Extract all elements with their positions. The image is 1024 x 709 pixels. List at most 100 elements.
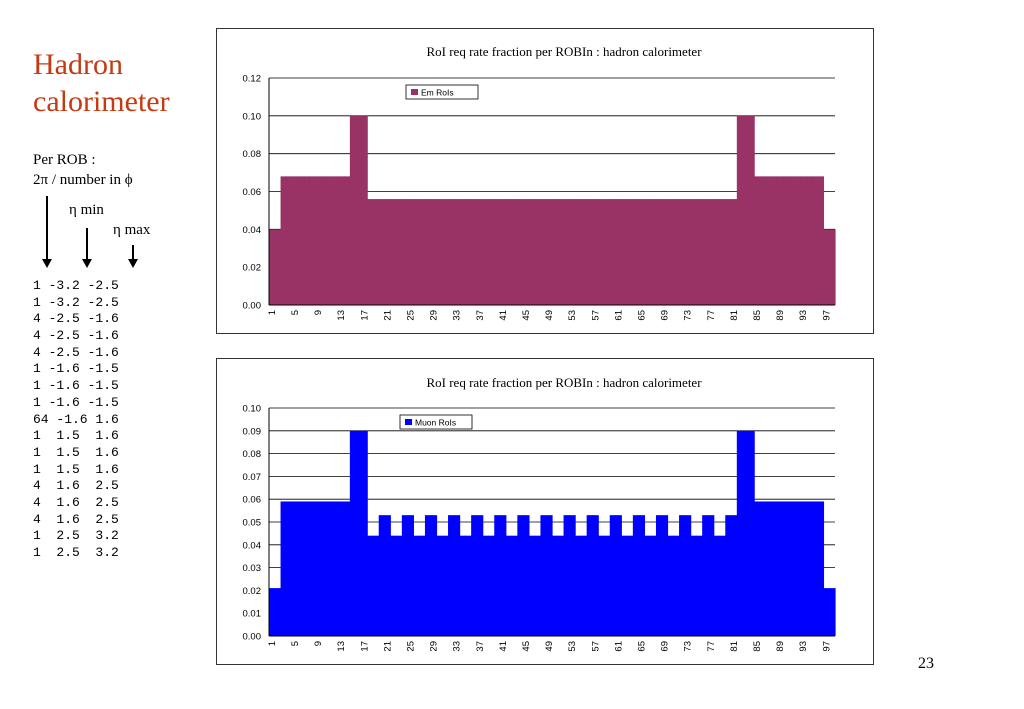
bar [806, 176, 813, 305]
bar [326, 176, 334, 305]
bar [494, 199, 501, 305]
bar [511, 199, 518, 305]
x-tick-label: 57 [590, 641, 601, 652]
bar [811, 501, 819, 636]
bar [292, 501, 299, 636]
x-tick: 73 [683, 641, 694, 652]
x-tick-label: 29 [429, 641, 440, 652]
x-tick-label: 97 [821, 641, 832, 652]
x-tick: 93 [798, 310, 809, 321]
bar [326, 501, 334, 636]
bar [424, 199, 432, 305]
bar [736, 430, 744, 636]
x-tick: 89 [775, 641, 786, 652]
bar [667, 535, 674, 636]
rob-table-row: 64 -1.6 1.6 [33, 411, 119, 427]
muon-rois-chart: RoI req rate fraction per ROBIn : hadron… [216, 358, 874, 665]
bar [644, 535, 651, 636]
bar [407, 515, 414, 636]
em-rois-chart-svg: RoI req rate fraction per ROBIn : hadron… [243, 44, 836, 321]
x-tick: 37 [475, 641, 486, 652]
x-tick-label: 9 [313, 641, 324, 646]
rob-table-row: 1 -3.2 -2.5 [33, 278, 119, 293]
x-tick-label: 89 [775, 310, 786, 321]
bar [632, 515, 640, 636]
bar [430, 515, 438, 636]
bar [280, 501, 287, 636]
x-tick: 41 [498, 310, 509, 321]
x-tick: 29 [429, 310, 440, 321]
bar [442, 535, 449, 636]
bar [742, 430, 749, 636]
bar [297, 501, 305, 636]
y-tick-label: 0.07 [243, 472, 262, 483]
bar [384, 515, 391, 636]
bar [540, 515, 547, 636]
bar [696, 535, 703, 636]
bar [696, 199, 703, 305]
bar [823, 229, 830, 305]
bar [627, 535, 634, 636]
bar [707, 515, 715, 636]
y-tick-label: 0.02 [243, 263, 262, 274]
x-tick: 5 [290, 641, 301, 646]
bar [575, 199, 582, 305]
bar [661, 515, 669, 636]
x-tick: 17 [359, 310, 370, 321]
bar [482, 535, 490, 636]
legend-box [405, 84, 479, 100]
bar [361, 115, 368, 305]
bar [829, 588, 836, 636]
x-tick-label: 85 [752, 641, 763, 652]
eta-min-label: η min [69, 202, 104, 218]
bar [598, 199, 605, 305]
bar [367, 199, 374, 305]
bar [292, 176, 299, 305]
bar [344, 176, 351, 305]
bar [552, 535, 559, 636]
x-tick-label: 73 [683, 310, 694, 321]
x-tick: 45 [521, 310, 532, 321]
x-tick: 17 [359, 641, 370, 652]
bar [638, 199, 646, 305]
bar [742, 115, 749, 305]
bar [655, 199, 663, 305]
bar [731, 199, 738, 305]
x-tick-label: 53 [567, 310, 578, 321]
rob-table-row: 1 2.5 3.2 [33, 545, 119, 560]
bar [725, 515, 732, 636]
y-tick-label: 0.08 [243, 149, 262, 160]
x-tick-label: 41 [498, 310, 509, 321]
y-tick-label: 0.01 [243, 609, 262, 620]
x-tick-label: 65 [637, 310, 648, 321]
bar [453, 199, 461, 305]
bar [609, 515, 617, 636]
bar [269, 229, 276, 305]
x-tick: 73 [683, 310, 694, 321]
x-tick: 5 [290, 310, 301, 315]
bar [448, 515, 455, 636]
x-tick-label: 89 [775, 641, 786, 652]
bar [280, 176, 287, 305]
x-tick: 13 [336, 310, 347, 321]
y-tick-label: 0.06 [243, 187, 262, 198]
x-tick: 33 [452, 310, 463, 321]
bar [586, 199, 594, 305]
x-tick-label: 53 [567, 641, 578, 652]
x-tick: 53 [567, 641, 578, 652]
bar [788, 176, 796, 305]
rob-table-row: 1 1.5 1.6 [33, 428, 119, 444]
bar [396, 535, 403, 636]
x-tick-label: 1 [267, 641, 278, 646]
bar [396, 199, 403, 305]
bar [673, 535, 680, 636]
bar [430, 199, 438, 305]
count-column-arrow [37, 196, 57, 268]
bar [627, 199, 634, 305]
bar [794, 501, 801, 636]
y-tick-label: 0.10 [243, 111, 262, 122]
legend-box [399, 414, 473, 430]
x-tick: 21 [382, 310, 393, 321]
bar [592, 515, 599, 636]
x-tick-label: 29 [429, 310, 440, 321]
